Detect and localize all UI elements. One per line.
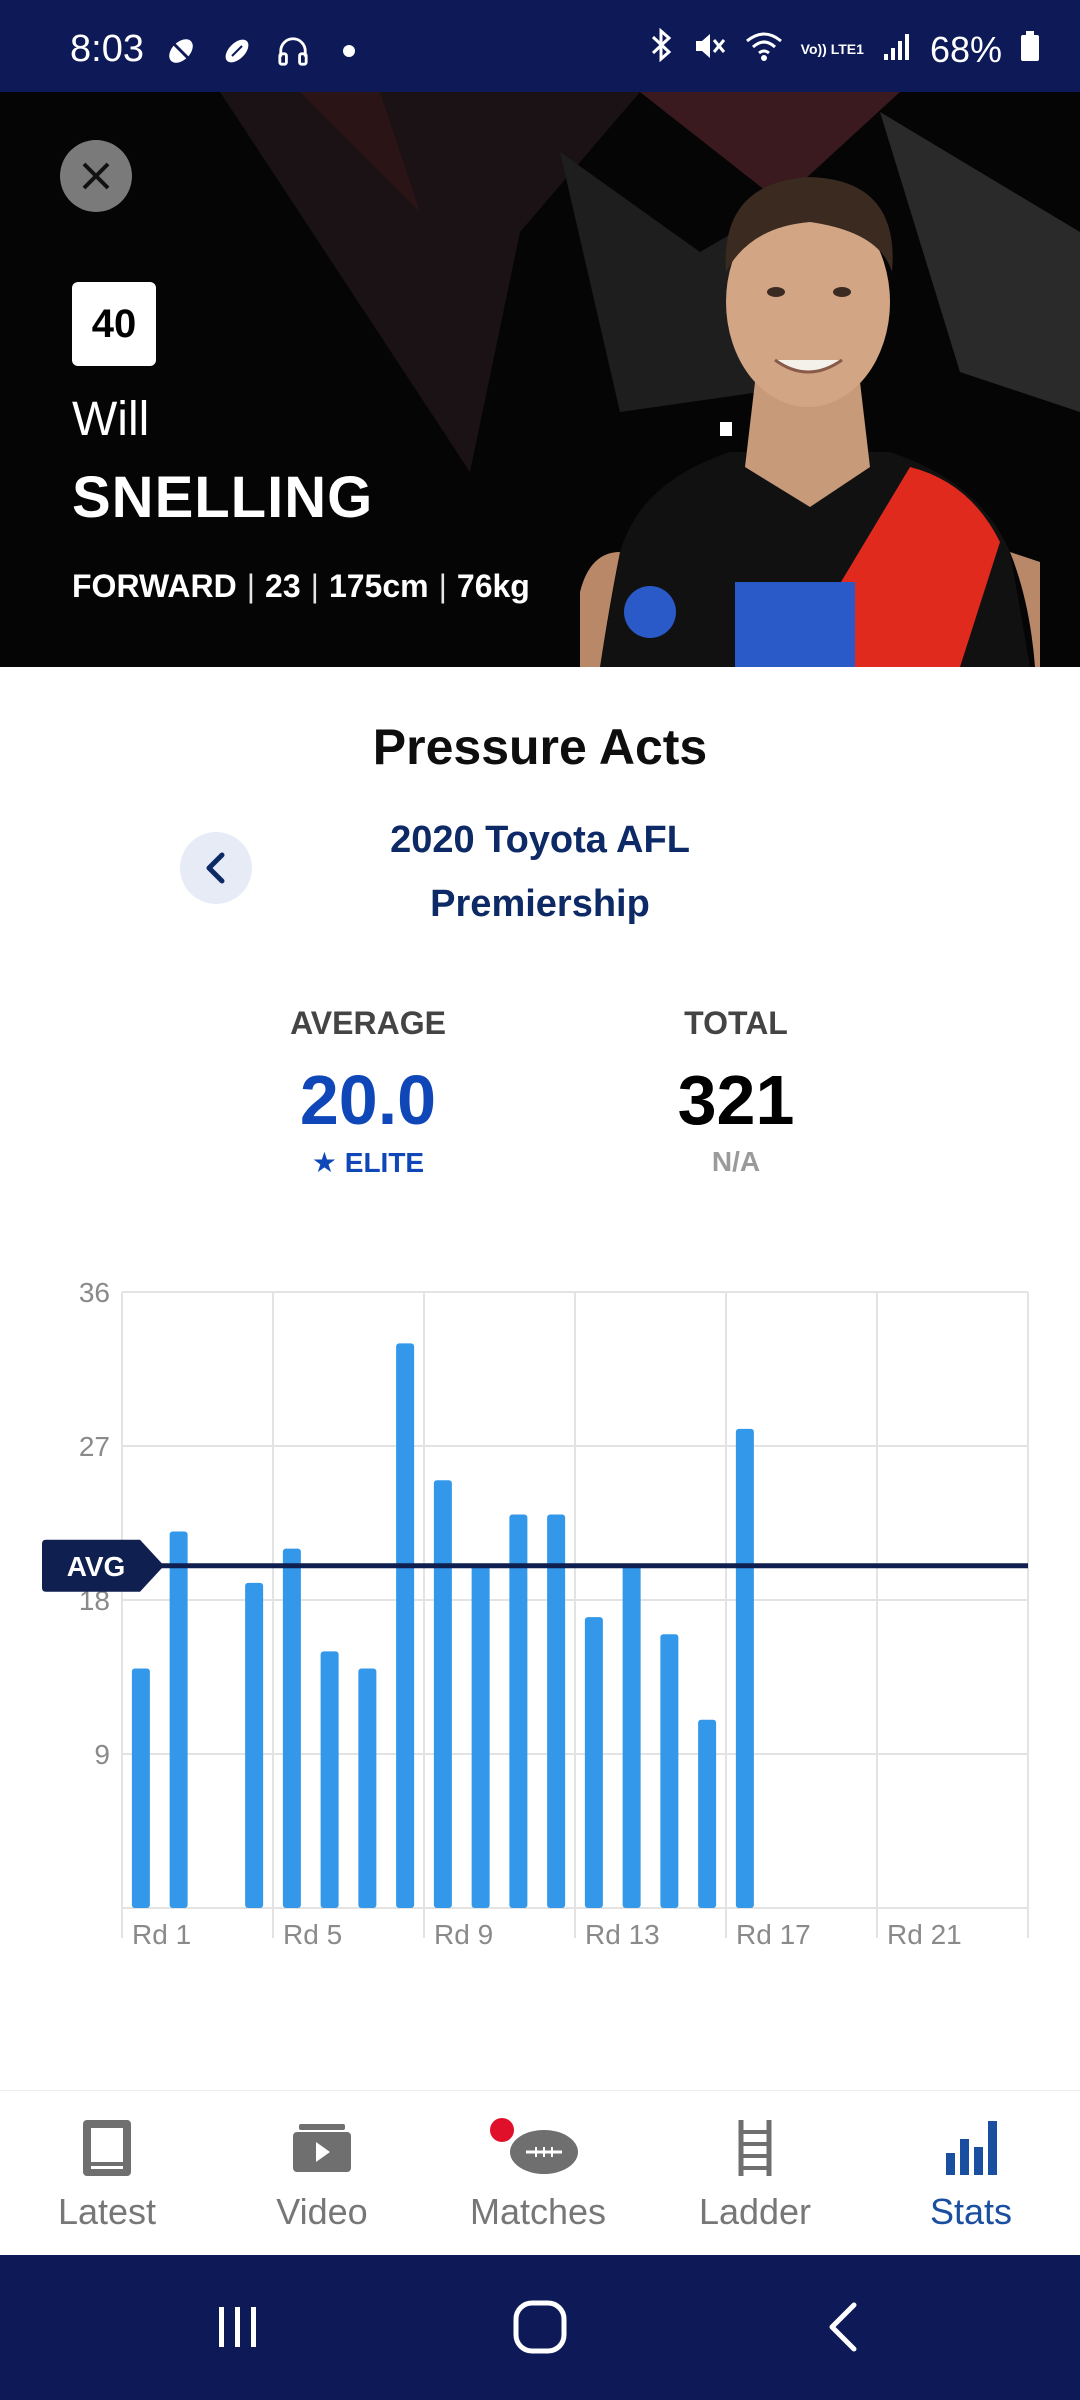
y-tick-label: 36 — [79, 1277, 110, 1308]
bar — [433, 1480, 452, 1908]
average-value: 20.0 — [299, 1061, 437, 1139]
average-rating: ★ ELITE — [311, 1147, 425, 1178]
mute-icon — [693, 29, 727, 71]
nav-item-ladder[interactable]: Ladder — [655, 2113, 855, 2233]
video-icon — [222, 2113, 422, 2183]
status-time: 8:03 — [70, 28, 144, 70]
tablet-icon — [7, 2113, 207, 2183]
headphones-icon — [277, 36, 309, 66]
nav-label: Stats — [929, 2191, 1013, 2232]
x-tick-label: Rd 17 — [736, 1919, 811, 1950]
close-button[interactable] — [60, 140, 132, 212]
bar — [282, 1548, 301, 1908]
previous-competition-button[interactable] — [180, 832, 252, 904]
stat-title: Pressure Acts — [372, 719, 708, 775]
player-weight: 76kg — [456, 568, 530, 604]
signal-icon — [882, 29, 912, 71]
recents-icon — [219, 2307, 256, 2347]
player-height: 175cm — [328, 568, 429, 604]
recents-button[interactable] — [198, 2295, 278, 2359]
total-label: TOTAL — [684, 1005, 788, 1041]
bar — [358, 1668, 377, 1908]
bar — [547, 1514, 566, 1908]
back-icon — [829, 2302, 857, 2352]
bar — [735, 1428, 754, 1908]
football-icon — [438, 2113, 638, 2183]
status-left-icons — [165, 36, 365, 66]
total-stat: TOTAL 321 N/A — [586, 1005, 886, 1178]
live-indicator-dot — [490, 2118, 514, 2142]
x-tick-label: Rd 13 — [585, 1919, 660, 1950]
home-button[interactable] — [500, 2295, 580, 2359]
status-right: Vo)) LTE1 68% — [649, 27, 1040, 71]
status-bar: 8:03 Vo)) LTE1 68% — [0, 0, 1080, 92]
player-first-name: Will — [72, 393, 150, 446]
meta-divider: | — [310, 568, 319, 604]
pencil-off-icon — [165, 36, 197, 66]
bar — [660, 1634, 679, 1908]
x-tick-label: Rd 5 — [283, 1919, 342, 1950]
y-tick-label: 27 — [79, 1431, 110, 1462]
bar — [509, 1514, 528, 1908]
home-icon — [513, 2300, 567, 2354]
bluetooth-icon — [649, 27, 675, 71]
average-badge-label: AVG — [67, 1551, 126, 1582]
nav-item-latest[interactable]: Latest — [7, 2113, 207, 2233]
battery-icon — [1020, 29, 1040, 71]
bar-chart-icon — [871, 2113, 1071, 2183]
bar — [320, 1651, 339, 1908]
x-tick-label: Rd 21 — [887, 1919, 962, 1950]
battery-text: 68% — [929, 28, 1002, 70]
nav-label: Ladder — [698, 2191, 812, 2232]
wifi-icon — [745, 29, 783, 71]
close-icon — [82, 162, 110, 190]
nav-item-stats[interactable]: Stats — [871, 2113, 1071, 2233]
bar — [698, 1719, 717, 1908]
player-position: FORWARD — [72, 568, 237, 604]
x-tick-label: Rd 1 — [132, 1919, 191, 1950]
system-navigation-bar — [0, 2255, 1080, 2400]
meta-divider: | — [246, 568, 256, 604]
bar — [245, 1582, 264, 1908]
total-value: 321 — [677, 1061, 795, 1139]
volte-icon: Vo)) LTE1 — [801, 42, 864, 57]
total-rating: N/A — [711, 1146, 761, 1177]
bar — [169, 1531, 188, 1908]
volte-label: Vo)) LTE1 — [800, 41, 864, 57]
player-last-name: SNELLING — [72, 465, 374, 530]
pressure-acts-chart: 9 18 27 36 Rd 1 Rd 5 Rd 9 Rd 13 Rd 17 Rd 21 AVG — [0, 1270, 1080, 1970]
nav-item-matches[interactable]: Matches — [438, 2113, 638, 2233]
meta-divider: | — [438, 568, 447, 604]
nav-item-video[interactable]: Video — [222, 2113, 422, 2233]
bar — [131, 1668, 150, 1908]
football-icon — [221, 36, 253, 66]
chevron-left-icon — [206, 852, 225, 884]
y-tick-label: 9 — [94, 1739, 110, 1770]
player-photo — [580, 177, 1040, 667]
bar — [471, 1565, 490, 1908]
bar — [622, 1565, 641, 1908]
average-label: AVERAGE — [290, 1005, 446, 1041]
average-stat: AVERAGE 20.0 ★ ELITE — [218, 1005, 518, 1179]
average-badge — [42, 1539, 164, 1592]
nav-label: Video — [276, 2191, 368, 2232]
competition-name: 2020 Toyota AFL Premiership — [390, 819, 690, 925]
bar — [396, 1343, 415, 1908]
bar — [584, 1617, 603, 1908]
player-header: 40 Will SNELLING FORWARD | 23 | 175cm | … — [0, 92, 1080, 667]
player-meta: FORWARD | 23 | 175cm | 76kg — [72, 568, 530, 605]
bottom-nav: Latest Video Matches Ladder Stats — [0, 2090, 1080, 2255]
ladder-icon — [655, 2113, 855, 2183]
dot-icon — [333, 36, 365, 66]
player-age: 23 — [265, 568, 301, 604]
nav-label: Latest — [57, 2191, 157, 2232]
jersey-number-badge: 40 — [72, 282, 156, 366]
nav-label: Matches — [469, 2191, 607, 2232]
x-tick-label: Rd 9 — [434, 1919, 493, 1950]
system-back-button[interactable] — [804, 2295, 884, 2359]
